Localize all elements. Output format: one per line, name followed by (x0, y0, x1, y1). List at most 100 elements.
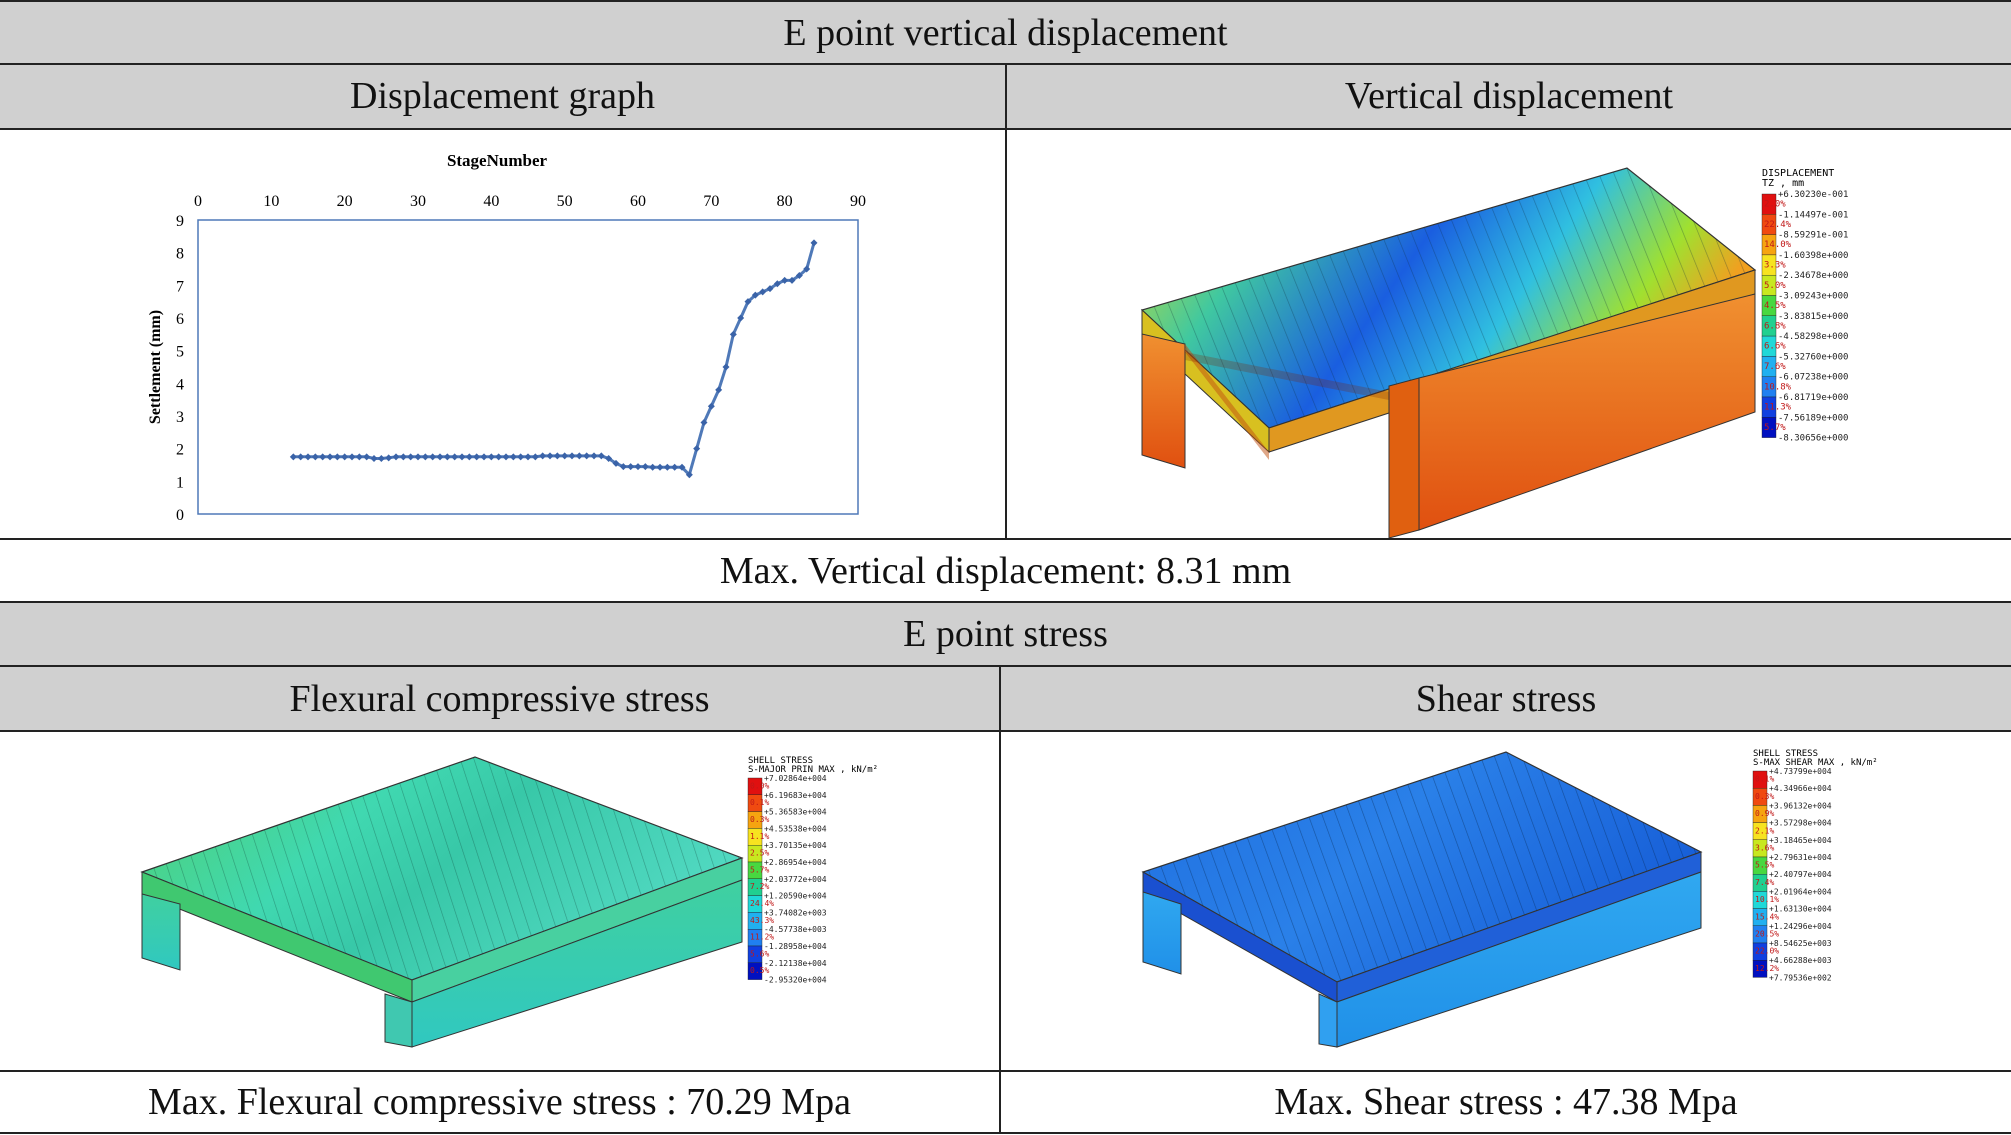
data-point (634, 463, 642, 471)
legend-subtitle: S-MAJOR PRIN MAX , kN/m² (748, 765, 878, 775)
table-border (0, 665, 2011, 667)
legend-percent: 43.3% (750, 916, 774, 925)
legend-value: +2.03772e+004 (764, 875, 827, 884)
legend-percent: 10.1% (1755, 895, 1779, 904)
max-shear-stress: Max. Shear stress : 47.38 Mpa (1001, 1072, 2011, 1132)
data-point (355, 453, 363, 461)
legend-percent: 22.4% (1764, 220, 1792, 230)
section-title-displacement: E point vertical displacement (0, 2, 2011, 64)
legend-value: -5.32760e+000 (1778, 352, 1848, 362)
legend-percent: 24.4% (750, 899, 774, 908)
data-point (744, 298, 752, 306)
legend-value: +4.73799e+004 (1769, 767, 1832, 776)
legend-value: +3.57298e+004 (1769, 819, 1832, 828)
flexural-legend: SHELL STRESS S-MAJOR PRIN MAX , kN/m² 0.… (747, 756, 878, 985)
legend-percent: 0.5% (750, 966, 769, 975)
y-tick-label: 5 (176, 344, 184, 361)
legend-percent: 3.3% (1764, 260, 1786, 270)
data-point (297, 453, 305, 461)
data-point (722, 363, 730, 371)
y-axis-label: Settlement (mm) (147, 310, 164, 424)
data-point (392, 453, 400, 461)
legend-percent: 5.7% (750, 865, 769, 874)
data-point (759, 288, 767, 296)
data-point (810, 239, 818, 247)
y-tick-label: 2 (176, 442, 184, 459)
legend-percent: 5.5% (1755, 861, 1774, 870)
data-point (473, 453, 481, 461)
data-point (319, 453, 327, 461)
legend-percent: 14.0% (1764, 240, 1792, 250)
data-point (311, 453, 319, 461)
legend-percent: 11.2% (750, 933, 774, 942)
max-flexural-stress: Max. Flexural compressive stress : 70.29… (0, 1072, 999, 1132)
x-tick-label: 70 (703, 193, 719, 210)
legend-value: -2.34678e+000 (1778, 271, 1848, 281)
legend-value: +3.70135e+004 (764, 841, 827, 850)
displacement-legend: DISPLACEMENT TZ , mm 2.0% 22.4% 14.0% 3.3% 5… (1761, 168, 1848, 444)
x-tick-label: 20 (337, 193, 353, 210)
data-point (377, 454, 385, 462)
x-tick-label: 30 (410, 193, 426, 210)
legend-value: -8.59291e-001 (1778, 231, 1848, 241)
legend-value: -3.09243e+000 (1778, 292, 1848, 302)
legend-value: +3.96132e+004 (1769, 801, 1832, 810)
data-point (678, 463, 686, 471)
data-point (495, 453, 503, 461)
data-point (531, 453, 539, 461)
data-point (729, 330, 737, 338)
legend-value: -2.12138e+004 (764, 959, 827, 968)
data-point (451, 453, 459, 461)
data-point (612, 459, 620, 467)
flexural-stress-contour: SHELL STRESS S-MAJOR PRIN MAX , kN/m² 0.… (0, 732, 999, 1070)
data-point (487, 453, 495, 461)
legend-value: +4.66288e+003 (1769, 956, 1832, 965)
legend-swatch (1752, 959, 1768, 978)
data-point (773, 280, 781, 288)
legend-value: +7.02864e+004 (764, 774, 827, 783)
data-point (509, 453, 517, 461)
legend-value: -8.30656e+000 (1778, 434, 1848, 444)
legend-percent: 6.8% (1764, 321, 1786, 331)
left-wall (1142, 891, 1182, 975)
y-tick-label: 1 (176, 474, 184, 491)
legend-value: -6.81719e+000 (1778, 393, 1848, 403)
legend-title: SHELL STRESS (1753, 749, 1818, 759)
legend-percent: 0.9% (1755, 809, 1774, 818)
data-point (737, 314, 745, 322)
data-point (385, 454, 393, 462)
data-point (480, 453, 488, 461)
legend-percent: 0.1% (1755, 775, 1774, 784)
legend-swatch (747, 962, 763, 980)
data-point (715, 386, 723, 394)
legend-value: -1.28958e+004 (764, 942, 827, 951)
legend-percent: 4.5% (1764, 301, 1786, 311)
legend-percent: 0.0% (750, 781, 769, 790)
table-border (0, 538, 2011, 540)
front-wall (1388, 377, 1420, 539)
table-border (0, 601, 2011, 603)
data-point (803, 265, 811, 273)
left-wall (1141, 333, 1186, 469)
legend-percent: 7.2% (750, 882, 769, 891)
y-tick-label: 4 (176, 376, 184, 393)
legend-value: +1.20590e+004 (764, 892, 827, 901)
data-point (590, 452, 598, 460)
legend-title: SHELL STRESS (748, 756, 813, 766)
legend-swatch (1761, 417, 1777, 438)
legend-value: -3.83815e+000 (1778, 312, 1848, 322)
data-point (700, 419, 708, 427)
data-point (568, 452, 576, 460)
legend-value: +3.18465e+004 (1769, 836, 1832, 845)
y-tick-label: 9 (176, 213, 184, 230)
data-point (399, 453, 407, 461)
legend-value: +2.86954e+004 (764, 858, 827, 867)
front-wall (1318, 993, 1338, 1048)
legend-value: +1.24296e+004 (1769, 922, 1832, 931)
legend-percent: 22.0% (1755, 947, 1779, 956)
legend-percent: 10.8% (1764, 382, 1792, 392)
data-point (649, 463, 657, 471)
data-point (348, 453, 356, 461)
data-point (421, 453, 429, 461)
legend-value: +4.34966e+004 (1769, 784, 1832, 793)
